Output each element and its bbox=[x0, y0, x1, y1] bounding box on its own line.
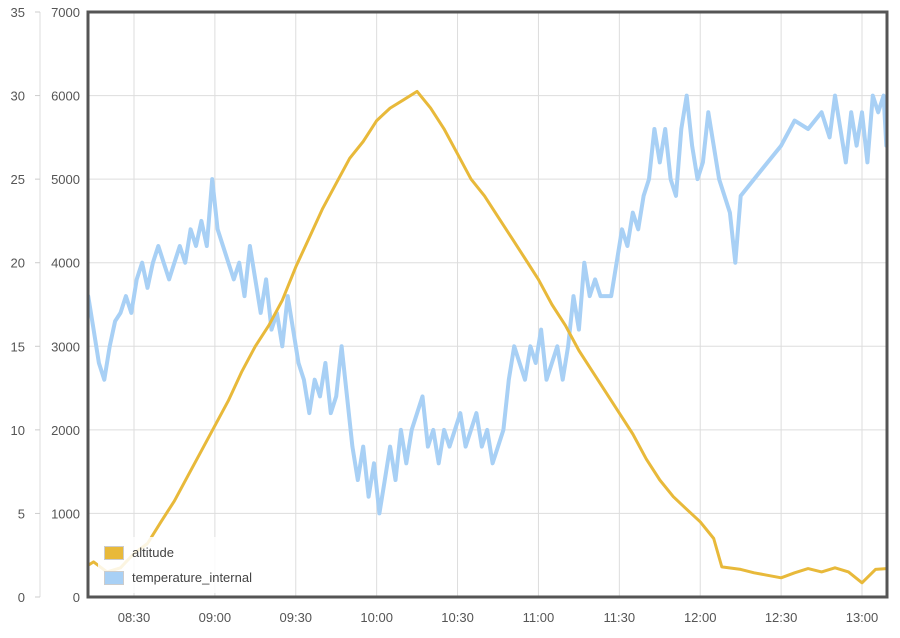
time-tick-label: 09:00 bbox=[199, 610, 232, 625]
legend: altitude temperature_internal bbox=[98, 537, 258, 593]
altitude-tick-label: 3000 bbox=[51, 339, 80, 354]
altitude-line bbox=[88, 89, 887, 585]
legend-label: temperature_internal bbox=[132, 570, 252, 585]
temperature-axis: 0 5 10 15 20 25 30 35 bbox=[11, 5, 41, 605]
time-tick-label: 12:30 bbox=[765, 610, 798, 625]
time-tick-label: 12:00 bbox=[684, 610, 717, 625]
series-layer bbox=[88, 89, 887, 585]
temperature-tick-label: 0 bbox=[18, 590, 25, 605]
temperature-tick-label: 35 bbox=[11, 5, 25, 20]
time-axis: 08:30 09:00 09:30 10:00 10:30 11:00 11:30 12:00… bbox=[118, 610, 879, 625]
time-tick-label: 13:00 bbox=[846, 610, 879, 625]
temperature-tick-label: 10 bbox=[11, 423, 25, 438]
temperature-swatch-icon bbox=[104, 570, 124, 585]
time-tick-label: 10:00 bbox=[360, 610, 393, 625]
altitude-tick-label: 6000 bbox=[51, 89, 80, 104]
altitude-swatch-icon bbox=[104, 545, 124, 560]
temperature-tick-label: 20 bbox=[11, 256, 25, 271]
temperature-tick-label: 25 bbox=[11, 172, 25, 187]
legend-label: altitude bbox=[132, 545, 174, 560]
altitude-tick-label: 7000 bbox=[51, 5, 80, 20]
altitude-tick-label: 4000 bbox=[51, 256, 80, 271]
altitude-tick-label: 2000 bbox=[51, 423, 80, 438]
time-tick-label: 10:30 bbox=[441, 610, 474, 625]
altitude-tick-label: 1000 bbox=[51, 506, 80, 521]
plot-frame bbox=[86, 10, 889, 599]
temperature-tick-label: 15 bbox=[11, 339, 25, 354]
temperature-internal-line bbox=[88, 93, 887, 516]
time-tick-label: 09:30 bbox=[280, 610, 313, 625]
legend-item-temperature-internal[interactable]: temperature_internal bbox=[104, 565, 252, 590]
time-tick-label: 08:30 bbox=[118, 610, 151, 625]
altitude-tick-label: 0 bbox=[73, 590, 80, 605]
time-tick-label: 11:30 bbox=[604, 610, 636, 625]
grid-lines bbox=[88, 11, 887, 598]
altitude-axis: 0 1000 2000 3000 4000 5000 6000 7000 bbox=[51, 5, 80, 605]
legend-item-altitude[interactable]: altitude bbox=[104, 540, 252, 565]
time-tick-label: 11:00 bbox=[523, 610, 555, 625]
temperature-tick-label: 5 bbox=[18, 506, 25, 521]
altitude-tick-label: 5000 bbox=[51, 172, 80, 187]
temperature-tick-label: 30 bbox=[11, 89, 25, 104]
